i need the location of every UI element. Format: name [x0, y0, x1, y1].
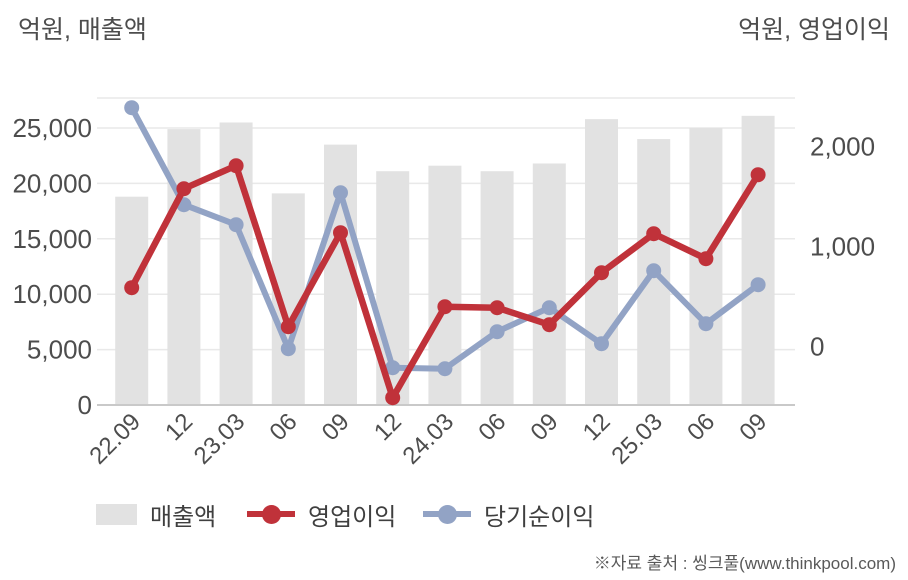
operating-profit-line: [124, 158, 766, 406]
operating-profit-line-point: [437, 299, 453, 315]
x-tick-label: 22.09: [84, 408, 146, 470]
net-income-line-point: [646, 263, 662, 279]
y-tick-label: 5,000: [27, 335, 92, 365]
x-tick-label: 06: [473, 408, 511, 446]
net-income-line-point: [750, 277, 766, 293]
revenue-bar: [532, 163, 566, 405]
revenue-bar: [689, 128, 723, 405]
operating-profit-line-point: [176, 181, 192, 197]
operating-profit-line-point: [750, 167, 766, 183]
operating-profit-line-point: [385, 390, 401, 406]
legend-item-revenue: 매출액: [96, 500, 216, 531]
net-income-line-point: [280, 341, 296, 357]
y-tick-label: 15,000: [12, 224, 92, 254]
legend-label-operating-profit: 영업이익: [308, 503, 397, 531]
legend-label-revenue: 매출액: [150, 503, 217, 531]
data-source-note: ※자료 출처 : 씽크풀(www.thinkpool.com): [593, 554, 896, 573]
operating-profit-line-point: [698, 251, 714, 267]
x-tick-label: 09: [526, 408, 564, 446]
revenue-bar: [167, 129, 201, 405]
x-tick-label: 24.03: [398, 408, 460, 470]
right-axis-title: 억원, 영업이익: [738, 16, 890, 44]
revenue-bar: [115, 196, 149, 405]
revenue-bars: [115, 115, 775, 406]
legend-item-net-income: 당기순이익: [423, 500, 594, 531]
operating-profit-line-point: [541, 317, 557, 333]
operating-profit-line-point: [594, 265, 609, 281]
y-tick-label: 10,000: [12, 279, 92, 309]
net-income-line-point: [385, 360, 401, 376]
x-tick-label: 12: [578, 408, 616, 446]
revenue-bar: [480, 171, 514, 405]
operating-profit-dot-icon: [261, 504, 281, 524]
x-tick-label: 06: [265, 408, 303, 446]
y2-tick-label: 1,000: [810, 232, 875, 262]
chart-legend: 매출액 영업이익 당기순이익: [0, 500, 908, 531]
net-income-line-point: [228, 217, 244, 233]
operating-profit-line-point: [489, 300, 505, 316]
net-income-line-point: [124, 100, 140, 116]
x-tick-label: 06: [682, 408, 720, 446]
net-income-line-point: [698, 316, 714, 332]
legend-item-operating-profit: 영업이익: [247, 500, 396, 531]
x-tick-label: 23.03: [189, 408, 251, 470]
operating-profit-line-point: [646, 226, 662, 242]
operating-profit-line-point: [333, 225, 348, 241]
x-tick-label: 12: [160, 408, 198, 446]
operating-profit-line-point: [280, 319, 296, 335]
y2-tick-label: 0: [810, 332, 824, 362]
y2-tick-label: 2,000: [810, 132, 875, 162]
y-tick-label: 25,000: [12, 113, 92, 143]
net-income-line-point: [541, 300, 557, 316]
revenue-bar: [741, 115, 775, 405]
net-income-line-point: [333, 185, 348, 201]
net-income-dot-icon: [437, 504, 457, 524]
right-axis-tick-labels: 0 1,000 2,000: [810, 132, 875, 362]
net-income-line-point: [437, 361, 453, 377]
revenue-bar-swatch-icon: [96, 503, 137, 525]
x-tick-label: 09: [317, 408, 355, 446]
left-axis-tick-labels: 0 5,000 10,000 15,000 20,000 25,000: [12, 113, 92, 420]
net-income-line-swatch-icon: [423, 504, 471, 524]
operating-profit-line-point: [228, 158, 244, 174]
legend-label-net-income: 당기순이익: [484, 503, 595, 531]
y-tick-label: 20,000: [12, 168, 92, 198]
x-tick-label: 12: [369, 408, 407, 446]
operating-profit-line-point: [124, 280, 140, 296]
left-axis-title: 억원, 매출액: [18, 16, 147, 44]
y-tick-label: 0: [78, 390, 92, 420]
net-income-line: [124, 100, 766, 377]
x-tick-label: 09: [734, 408, 772, 446]
net-income-line-point: [594, 336, 609, 352]
x-tick-label: 25.03: [606, 408, 668, 470]
operating-profit-line-swatch-icon: [247, 504, 295, 524]
net-income-line-point: [489, 324, 505, 340]
